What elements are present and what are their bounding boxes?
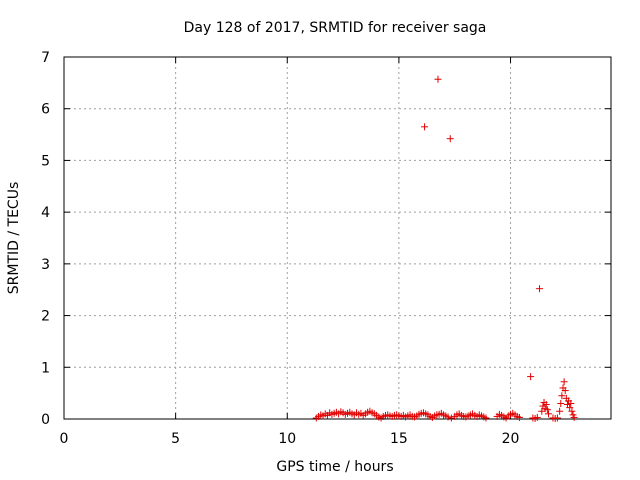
data-point [515, 413, 523, 421]
y-tick-label: 3 [41, 257, 50, 273]
grid-lines [64, 57, 611, 419]
data-point [542, 401, 550, 409]
data-point [570, 413, 578, 421]
data-point [533, 413, 541, 421]
x-axis-label: GPS time / hours [276, 459, 393, 475]
data-point [434, 75, 442, 83]
y-tick-label: 5 [41, 153, 50, 169]
y-axis-label: SRMTID / TECUs [6, 182, 22, 295]
data-point [447, 414, 455, 422]
y-tick-label: 0 [41, 412, 50, 428]
data-point [553, 414, 561, 422]
y-tick-label: 2 [41, 309, 50, 325]
x-tick-label: 20 [502, 431, 520, 447]
data-point [561, 387, 569, 395]
data-point [527, 373, 535, 381]
data-point [421, 123, 429, 131]
data-point [544, 410, 552, 418]
data-point [557, 399, 565, 407]
data-point [482, 414, 490, 422]
data-points [312, 75, 578, 422]
y-tick-label: 4 [41, 205, 50, 221]
data-point [536, 285, 544, 293]
x-tick-label: 0 [60, 431, 69, 447]
data-point [543, 406, 551, 414]
data-point [444, 413, 452, 421]
y-tick-label: 6 [41, 102, 50, 118]
x-tick-label: 15 [390, 431, 408, 447]
y-tick-label: 7 [41, 50, 50, 66]
data-point [558, 392, 566, 400]
axis-ticks: 0 5 10 15 20 0 1 2 3 4 5 6 7 [41, 50, 611, 447]
data-point [446, 135, 454, 143]
x-tick-label: 5 [171, 431, 180, 447]
data-point [568, 407, 576, 415]
data-point [566, 404, 574, 412]
y-tick-label: 1 [41, 360, 50, 376]
data-point [567, 399, 575, 407]
plot-frame [63, 56, 612, 420]
data-point [556, 407, 564, 415]
data-point [560, 378, 568, 386]
chart-title: Day 128 of 2017, SRMTID for receiver sag… [184, 20, 487, 36]
x-tick-label: 10 [278, 431, 296, 447]
